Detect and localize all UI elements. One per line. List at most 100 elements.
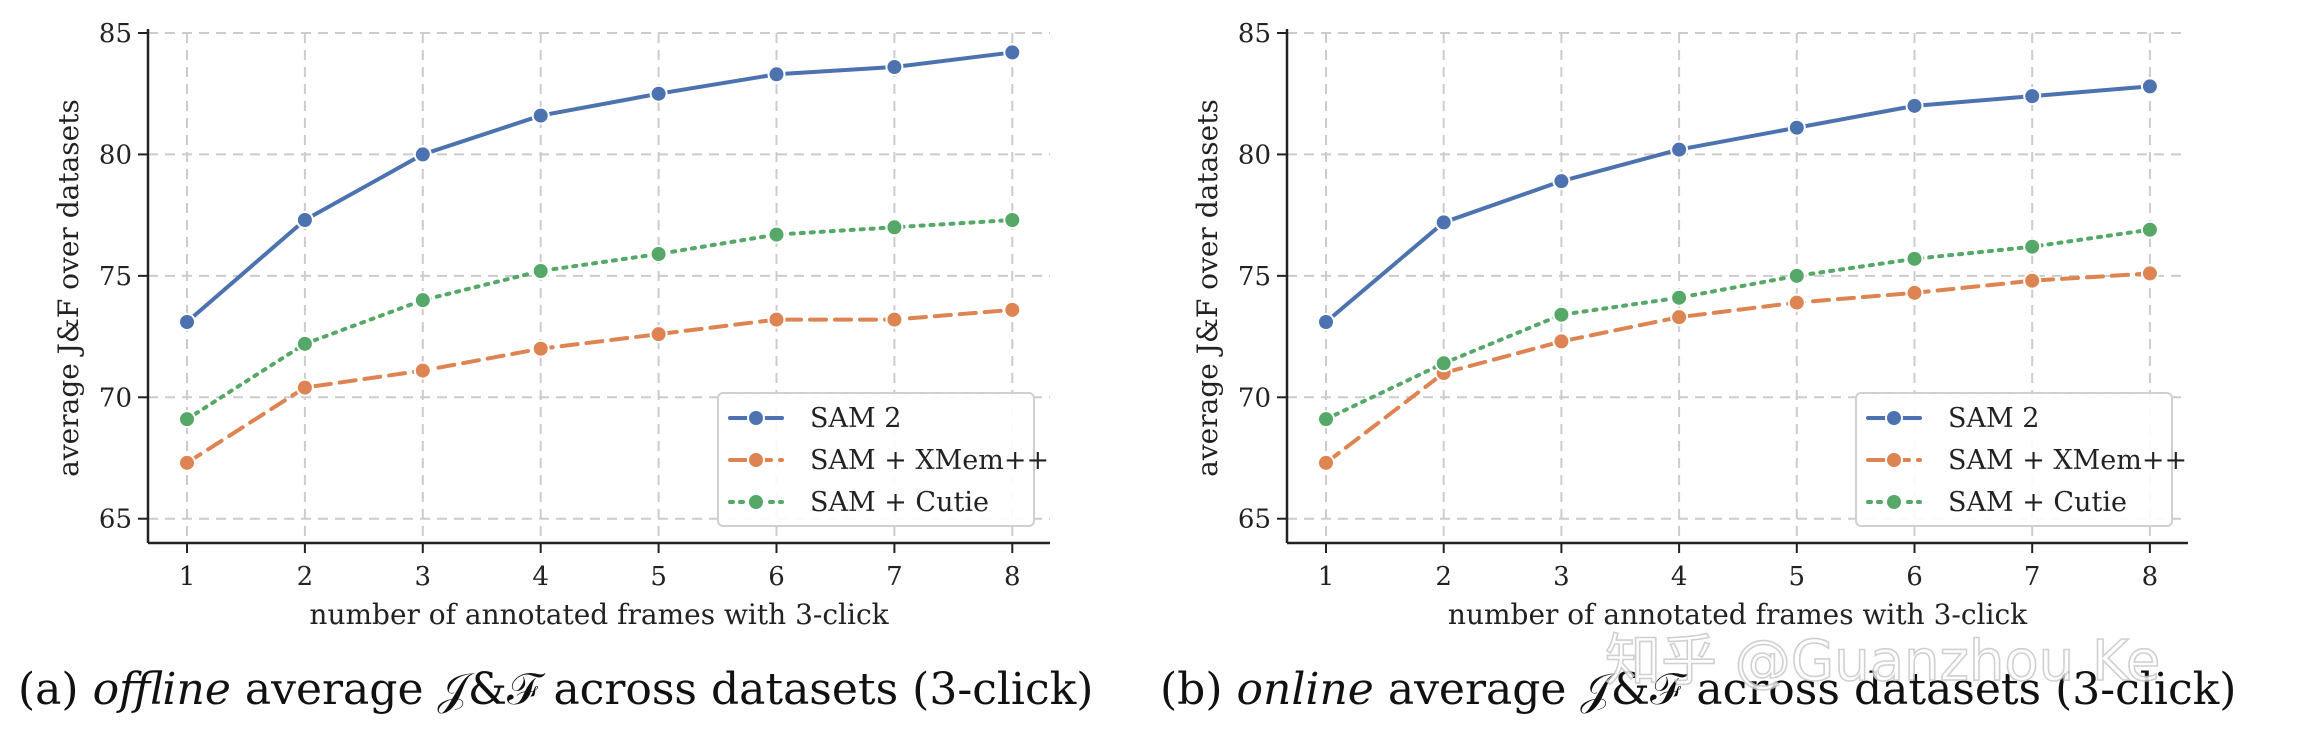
x-tick-label: 7 — [2024, 562, 2041, 592]
legend-marker-sam-2 — [747, 409, 765, 427]
data-point-sam-xmem — [178, 453, 196, 472]
data-point-sam-2 — [2023, 87, 2042, 106]
x-tick-label: 8 — [2142, 562, 2159, 592]
y-tick-label: 75 — [1238, 262, 1271, 292]
data-point-sam-xmem — [2140, 264, 2159, 283]
caption-mode: online — [1236, 664, 1373, 715]
data-point-sam-xmem — [413, 361, 432, 380]
data-point-sam-xmem — [1787, 293, 1806, 312]
y-tick-label: 80 — [99, 140, 132, 170]
data-point-sam-cutie — [1434, 354, 1453, 373]
caption-suffix: average 𝒥&ℱ across datasets (3-click) — [231, 664, 1094, 715]
y-tick-label: 70 — [99, 383, 132, 413]
x-tick-label: 5 — [650, 562, 667, 592]
data-point-sam-cutie — [1787, 266, 1806, 285]
x-tick-label: 5 — [1789, 562, 1806, 592]
data-point-sam-cutie — [178, 410, 196, 429]
legend-label-sam-cutie: SAM + Cutie — [1948, 487, 2127, 518]
data-point-sam-xmem — [295, 378, 314, 397]
legend-box — [1855, 392, 2173, 527]
legend: SAM 2 SAM + XMem++ SAM + Cutie — [1855, 392, 2187, 527]
x-tick-label: 3 — [1553, 562, 1570, 592]
series-line-sam-xmem — [1324, 271, 2152, 465]
legend-marker-sam-2 — [1885, 409, 1903, 427]
legend: SAM 2 SAM + XMem++ SAM + Cutie — [717, 392, 1049, 527]
y-tick-label: 85 — [99, 19, 132, 49]
caption-prefix: (b) — [1160, 664, 1236, 715]
data-point-sam-cutie — [885, 218, 904, 237]
data-point-sam-xmem — [531, 339, 550, 358]
x-tick-label: 7 — [886, 562, 903, 592]
data-point-sam-2 — [649, 84, 668, 103]
legend-label-sam-2: SAM 2 — [810, 403, 901, 434]
legend-label-sam-cutie: SAM + Cutie — [810, 487, 989, 518]
legend-marker-sam-xmem — [1885, 451, 1903, 469]
data-point-sam-xmem — [2023, 271, 2042, 290]
caption-prefix: (a) — [18, 664, 93, 715]
legend-marker-sam-cutie — [747, 493, 765, 511]
data-point-sam-cutie — [649, 245, 668, 263]
data-point-sam-cutie — [531, 262, 550, 280]
panel-offline: 65 70 75 80 85 1 2 3 4 5 6 7 8 number of annotated fr… — [18, 19, 1093, 715]
data-point-sam-2 — [1003, 43, 1022, 62]
y-tick-label: 75 — [99, 262, 132, 292]
x-tick-label: 3 — [415, 562, 432, 592]
y-tick-label: 65 — [99, 505, 132, 535]
data-point-sam-xmem — [1670, 308, 1689, 327]
x-tick-label: 2 — [297, 562, 314, 592]
legend-label-sam-xmem: SAM + XMem++ — [1948, 445, 2187, 476]
y-tick-label: 65 — [1238, 505, 1271, 535]
series-line-sam-cutie — [1324, 227, 2152, 422]
data-point-sam-2 — [531, 106, 550, 125]
legend-box — [717, 392, 1035, 527]
x-tick-label: 6 — [1906, 562, 1923, 592]
panel-caption: (b) online average 𝒥&ℱ across datasets (… — [1160, 664, 2236, 715]
x-tick-label: 8 — [1004, 562, 1021, 592]
caption-mode: offline — [93, 664, 231, 715]
series-line-sam-2 — [185, 50, 1015, 324]
data-point-sam-xmem — [1552, 332, 1571, 351]
series-line-sam-2 — [1324, 84, 2152, 324]
data-point-sam-2 — [1787, 118, 1806, 137]
data-point-sam-2 — [767, 65, 786, 84]
data-point-sam-xmem — [885, 310, 904, 329]
x-axis-label: number of annotated frames with 3-click — [1448, 598, 2028, 631]
data-point-sam-cutie — [1552, 305, 1571, 324]
y-axis-label: average J&F over datasets — [1191, 99, 1224, 477]
x-tick-label: 2 — [1435, 562, 1452, 592]
series-line-sam-cutie — [185, 218, 1015, 422]
data-point-sam-2 — [413, 145, 432, 164]
data-point-sam-cutie — [2140, 220, 2159, 239]
series-line-sam-xmem — [185, 307, 1015, 465]
data-point-sam-2 — [1317, 313, 1335, 331]
data-point-sam-cutie — [1003, 211, 1022, 229]
data-point-sam-xmem — [1905, 283, 1924, 302]
data-point-sam-cutie — [1670, 288, 1689, 307]
data-point-sam-xmem — [649, 325, 668, 344]
data-point-sam-xmem — [1003, 300, 1022, 319]
data-point-sam-xmem — [1317, 453, 1335, 472]
legend-marker-sam-cutie — [1885, 493, 1903, 511]
legend-label-sam-xmem: SAM + XMem++ — [810, 445, 1049, 476]
x-tick-label: 6 — [768, 562, 785, 592]
x-tick-label: 1 — [179, 562, 196, 592]
data-point-sam-2 — [1905, 96, 1924, 115]
data-point-sam-2 — [1434, 213, 1453, 232]
data-point-sam-cutie — [2023, 237, 2042, 256]
data-point-sam-cutie — [413, 291, 432, 310]
x-tick-label: 1 — [1318, 562, 1335, 592]
data-point-sam-2 — [178, 313, 196, 331]
data-point-sam-2 — [1552, 172, 1571, 191]
data-point-sam-xmem — [767, 310, 786, 329]
y-tick-label: 80 — [1238, 140, 1271, 170]
data-point-sam-cutie — [767, 225, 786, 244]
data-point-sam-2 — [2140, 77, 2159, 96]
data-point-sam-2 — [295, 211, 314, 229]
legend-marker-sam-xmem — [747, 451, 765, 469]
data-point-sam-2 — [885, 58, 904, 76]
data-point-sam-cutie — [1317, 410, 1335, 429]
legend-label-sam-2: SAM 2 — [1948, 403, 2039, 434]
data-point-sam-cutie — [295, 334, 314, 353]
x-tick-label: 4 — [1671, 562, 1688, 592]
